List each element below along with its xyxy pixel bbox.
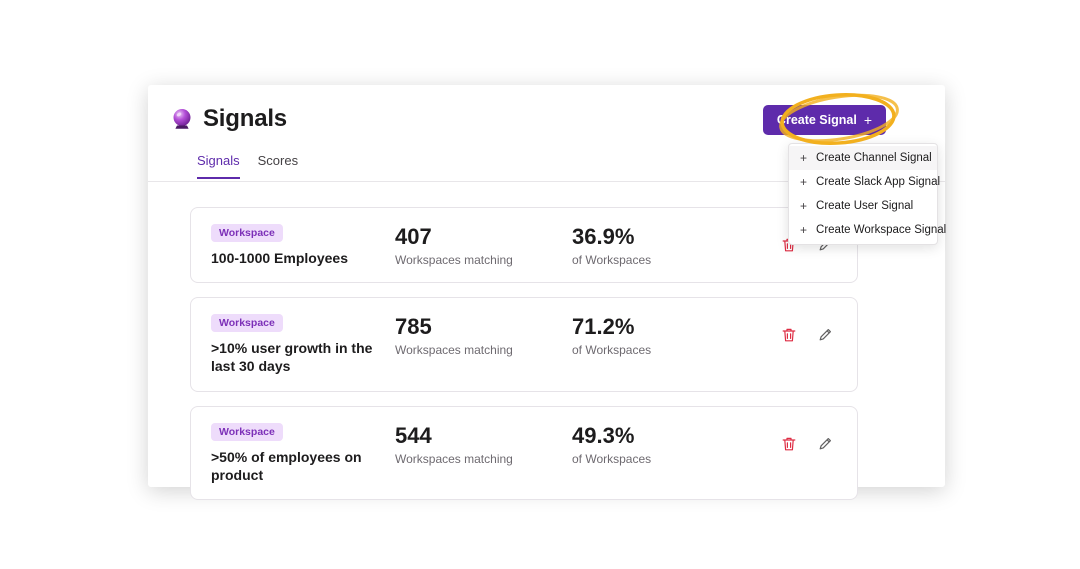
page-header: Signals <box>170 105 287 133</box>
signals-panel: Signals Create Signal + Signals Scores +… <box>148 85 946 500</box>
tab-signals[interactable]: Signals <box>197 153 240 179</box>
signal-title: 100-1000 Employees <box>211 250 348 266</box>
signal-title: >10% user growth in the last 30 days <box>211 340 373 375</box>
signal-card: Workspace >10% user growth in the last 3… <box>190 297 858 392</box>
crystal-ball-icon <box>170 107 194 131</box>
pencil-icon[interactable] <box>817 436 833 452</box>
menu-item-create-user-signal[interactable]: + Create User Signal <box>789 194 937 218</box>
menu-item-create-slack-app-signal[interactable]: + Create Slack App Signal <box>789 170 941 194</box>
signal-count-label: Workspaces matching <box>395 451 513 466</box>
create-signal-label: Create Signal <box>776 113 857 127</box>
pencil-icon[interactable] <box>817 327 833 343</box>
signal-type-badge: Workspace <box>211 314 283 333</box>
create-signal-dropdown: + Create Channel Signal + Create Slack A… <box>788 143 946 245</box>
plus-icon: + <box>800 199 808 213</box>
plus-icon: + <box>800 223 808 237</box>
menu-item-create-workspace-signal[interactable]: + Create Workspace Signal <box>789 218 946 242</box>
signal-card: Workspace >50% of employees on product 5… <box>190 405 858 500</box>
plus-icon: + <box>800 175 808 189</box>
signal-percent: 71.2% <box>572 314 635 340</box>
create-signal-button[interactable]: Create Signal + <box>762 105 886 135</box>
signal-count: 544 <box>395 422 432 448</box>
signal-type-badge: Workspace <box>211 422 283 441</box>
trash-icon[interactable] <box>781 436 797 452</box>
menu-item-label: Create User Signal <box>816 200 914 212</box>
signal-percent-label: of Workspaces <box>572 343 652 358</box>
signal-count-label: Workspaces matching <box>395 253 513 268</box>
signal-count-label: Workspaces matching <box>395 343 513 358</box>
page-title: Signals <box>203 105 287 132</box>
trash-icon[interactable] <box>781 327 797 343</box>
signal-percent: 49.3% <box>572 422 635 448</box>
signal-title: >50% of employees on product <box>211 448 362 483</box>
signal-card: Workspace 100-1000 Employees 407 Workspa… <box>190 207 858 284</box>
plus-icon: + <box>800 151 808 165</box>
signal-type-badge: Workspace <box>211 224 283 242</box>
menu-item-label: Create Channel Signal <box>816 152 932 164</box>
tab-bar: Signals Scores <box>197 153 298 179</box>
signal-percent: 36.9% <box>572 224 635 249</box>
tabs-divider <box>148 181 945 182</box>
menu-item-label: Create Slack App Signal <box>816 176 941 188</box>
signal-count: 785 <box>395 314 432 340</box>
signal-count: 407 <box>395 224 432 249</box>
signal-percent-label: of Workspaces <box>572 253 652 268</box>
tab-scores[interactable]: Scores <box>257 153 299 168</box>
menu-item-create-channel-signal[interactable]: + Create Channel Signal <box>789 146 937 170</box>
signal-percent-label: of Workspaces <box>572 451 652 466</box>
menu-item-label: Create Workspace Signal <box>816 224 947 236</box>
signal-list: Workspace 100-1000 Employees 407 Workspa… <box>190 207 858 514</box>
plus-icon: + <box>863 112 872 128</box>
